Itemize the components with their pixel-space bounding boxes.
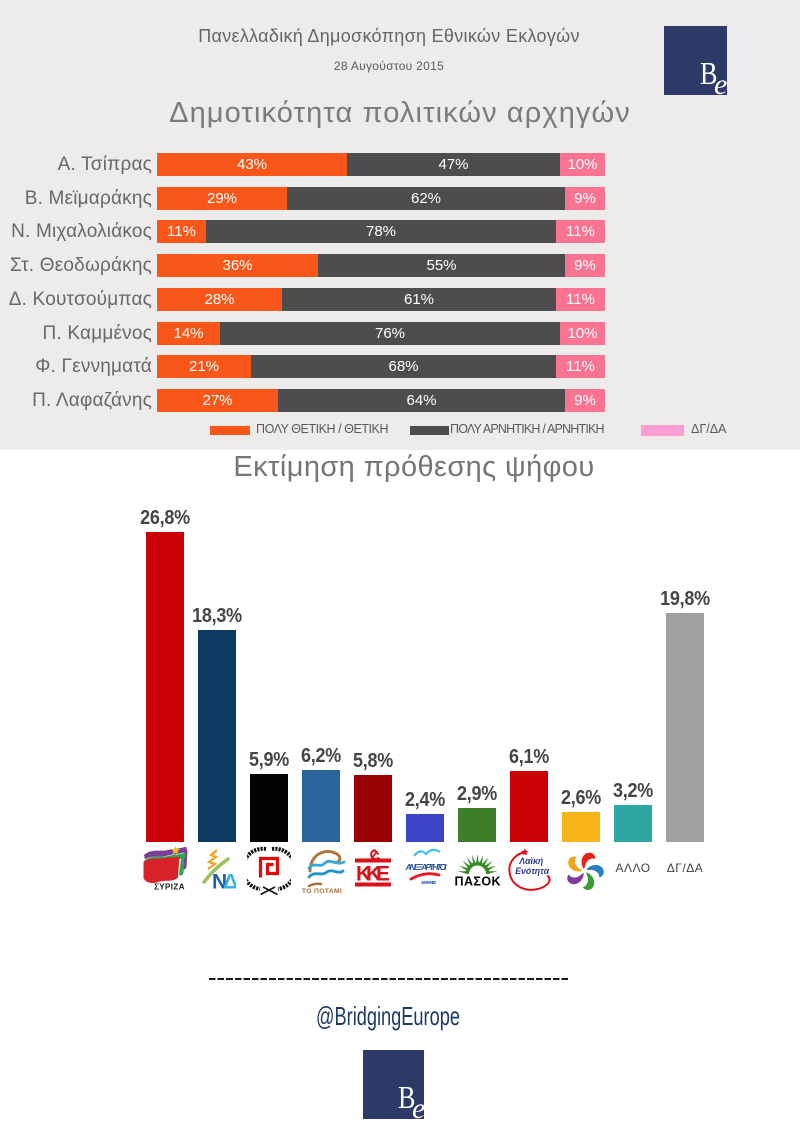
- svg-text:ΕΛΛΗΝΕΣ: ΕΛΛΗΝΕΣ: [422, 880, 437, 885]
- svg-text:Δ: Δ: [223, 871, 236, 894]
- svg-text:Ν: Ν: [212, 871, 227, 894]
- svg-text:ΑΝΕΞΑΡΤΗΤΟΙ: ΑΝΕΞΑΡΤΗΤΟΙ: [405, 862, 448, 872]
- svg-text:ΤΟ ΠΟΤΑΜΙ: ΤΟ ΠΟΤΑΜΙ: [302, 888, 342, 895]
- svg-text:Ενότητα: Ενότητα: [515, 866, 549, 876]
- svg-text:ΚΚΕ: ΚΚΕ: [356, 863, 390, 886]
- svg-text:ΣΥΡΙΖΑ: ΣΥΡΙΖΑ: [154, 883, 185, 892]
- svg-text:Λαϊκή: Λαϊκή: [518, 856, 543, 866]
- svg-text:ΠΑΣΟΚ: ΠΑΣΟΚ: [455, 875, 501, 889]
